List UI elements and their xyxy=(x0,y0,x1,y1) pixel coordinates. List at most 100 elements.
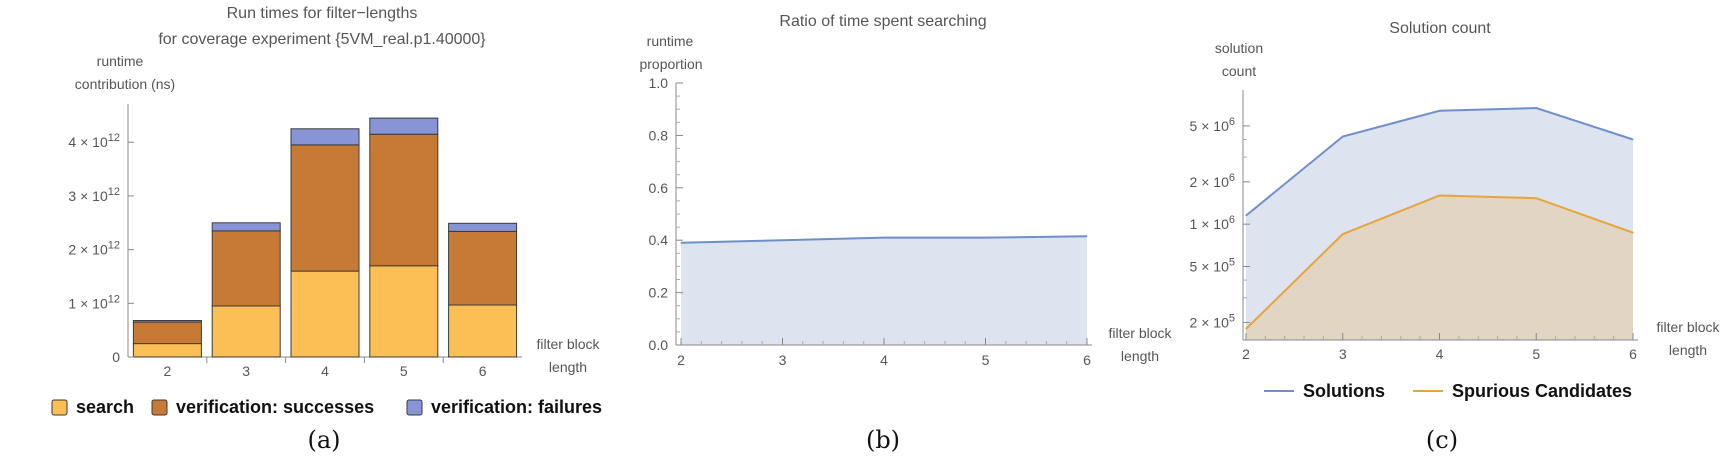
chart-c-point-0-5 xyxy=(1535,107,1537,109)
chart-c-ytick-label-4-mantissa: 5 × 10 xyxy=(1190,118,1230,134)
legend-label-search: search xyxy=(76,397,134,417)
legend-swatch-verification-successes xyxy=(151,399,168,416)
chart-c-xtick-label-3: 5 xyxy=(1532,346,1540,362)
chart-b-point-4 xyxy=(883,237,885,239)
chart-a-subtitle: for coverage experiment {5VM_real.p1.400… xyxy=(158,31,486,48)
chart-a-xlabel-line2: length xyxy=(549,359,587,375)
chart-c-point-0-2 xyxy=(1245,215,1247,217)
chart-a-ytick-label-3-mantissa: 3 × 10 xyxy=(68,188,108,204)
chart-c-ytick-label-0-mantissa: 2 × 10 xyxy=(1190,314,1230,330)
panel-a: Run times for filter−lengths for coverag… xyxy=(51,5,602,454)
chart-c-area-spurious-candidates xyxy=(1246,195,1633,340)
chart-c-ytick-label-3-exponent: 6 xyxy=(1229,172,1235,184)
chart-a-ytick-label-4-exponent: 12 xyxy=(108,132,120,144)
chart-b-ytick-label-3: 0.6 xyxy=(649,180,669,196)
chart-c-ylabel-line1: solution xyxy=(1215,40,1263,56)
legend-label-verification-successes: verification: successes xyxy=(176,397,374,417)
chart-a-ylabel-line1: runtime xyxy=(97,53,144,69)
chart-a-ytick-label-4: 4 × 1012 xyxy=(68,132,120,150)
chart-b-xlabel-line1: filter block xyxy=(1108,325,1172,341)
bar-4-series-1 xyxy=(290,144,360,272)
caption-b: (b) xyxy=(866,426,900,454)
chart-c-point-1-2 xyxy=(1245,328,1247,330)
bar-6-series-2 xyxy=(448,222,518,232)
legend-swatch-search xyxy=(51,399,68,416)
bar-2-series-0 xyxy=(132,343,202,358)
chart-c-point-0-4 xyxy=(1439,110,1440,112)
chart-c-legend: Solutions Spurious Candidates xyxy=(1264,381,1632,401)
chart-c-xlabel-line2: length xyxy=(1669,342,1707,358)
chart-c-ytick-label-3-mantissa: 2 × 10 xyxy=(1190,174,1230,190)
chart-b-ytick-label-4: 0.8 xyxy=(649,127,669,143)
chart-a-ytick-label-4-mantissa: 4 × 10 xyxy=(68,134,108,150)
legend-label-verification-failures: verification: failures xyxy=(431,397,602,417)
chart-c-point-1-3 xyxy=(1342,233,1344,235)
legend-label-spurious-candidates: Spurious Candidates xyxy=(1452,381,1632,401)
chart-b-title: Ratio of time spent searching xyxy=(779,13,986,30)
bar-5-series-2 xyxy=(369,117,439,135)
chart-c-points xyxy=(1245,107,1634,330)
chart-c-point-0-3 xyxy=(1342,136,1344,138)
chart-b-ytick-label-2: 0.4 xyxy=(649,232,669,248)
bar-6-series-1 xyxy=(448,230,518,306)
caption-a: (a) xyxy=(307,426,340,454)
bar-3-series-2 xyxy=(211,222,281,232)
chart-a-ytick-label-2-mantissa: 2 × 10 xyxy=(68,242,108,258)
chart-a-ytick-label-3: 3 × 1012 xyxy=(68,186,120,204)
chart-c-point-1-6 xyxy=(1632,232,1634,234)
chart-c-ytick-label-4: 5 × 106 xyxy=(1190,116,1235,134)
chart-c-xlabel-line1: filter block xyxy=(1656,319,1720,335)
chart-a-ytick-label-1: 1 × 1012 xyxy=(68,293,120,311)
chart-a-bars xyxy=(132,117,518,358)
chart-b-area-fill xyxy=(681,236,1087,345)
chart-a-xtick-label-1: 3 xyxy=(242,363,250,379)
chart-c-ytick-label-4-exponent: 6 xyxy=(1229,116,1235,128)
caption-c: (c) xyxy=(1426,426,1458,454)
chart-c-ytick-label-2: 1 × 106 xyxy=(1190,214,1235,232)
chart-a-x-ticks: 2 3 4 5 6 xyxy=(164,357,487,379)
chart-a-ytick-label-1-mantissa: 1 × 10 xyxy=(68,295,108,311)
chart-b-ytick-label-1: 0.2 xyxy=(649,285,669,301)
chart-b-ylabel-line1: runtime xyxy=(647,33,694,49)
chart-b-xtick-label-0: 2 xyxy=(677,352,685,368)
chart-c-ytick-label-0-exponent: 5 xyxy=(1229,312,1235,324)
chart-c-x-ticks: 2 3 4 5 6 xyxy=(1242,333,1637,362)
chart-c-xtick-label-0: 2 xyxy=(1242,346,1250,362)
chart-a-legend: search verification: successes verificat… xyxy=(51,397,602,417)
chart-b-ylabel-line2: proportion xyxy=(639,56,702,72)
chart-a-xlabel-line1: filter block xyxy=(536,336,600,352)
chart-c-point-0-6 xyxy=(1632,139,1634,141)
chart-c-ytick-label-2-exponent: 6 xyxy=(1229,214,1235,226)
chart-b-xtick-label-1: 3 xyxy=(779,352,787,368)
chart-c-ytick-label-1-mantissa: 5 × 10 xyxy=(1190,258,1230,274)
bar-6-series-0 xyxy=(448,304,518,358)
chart-c-ytick-label-2-mantissa: 1 × 10 xyxy=(1190,216,1230,232)
chart-b-xtick-label-2: 4 xyxy=(880,352,888,368)
chart-c-point-1-5 xyxy=(1535,197,1537,199)
bar-4-series-0 xyxy=(290,270,360,358)
chart-c-xtick-label-4: 6 xyxy=(1629,346,1637,362)
chart-c-ytick-label-3: 2 × 106 xyxy=(1190,172,1235,190)
chart-a-ytick-label-2-exponent: 12 xyxy=(108,240,120,252)
chart-b-point-2 xyxy=(680,242,682,244)
chart-c-ytick-label-1: 5 × 105 xyxy=(1190,256,1235,274)
chart-b-ytick-label-0: 0.0 xyxy=(649,337,669,353)
chart-b-xlabel-line2: length xyxy=(1121,348,1159,364)
chart-a-ylabel-line2: contribution (ns) xyxy=(75,76,175,92)
chart-b-point-5 xyxy=(985,237,986,239)
chart-a-xtick-label-4: 6 xyxy=(479,363,487,379)
chart-c-ylabel-line2: count xyxy=(1222,63,1256,79)
bar-3-series-0 xyxy=(211,305,281,358)
chart-a-ytick-label-0-mantissa: 0 xyxy=(112,349,120,365)
chart-b-xtick-label-3: 5 xyxy=(982,352,990,368)
chart-b-points xyxy=(680,235,1088,244)
chart-b-point-3 xyxy=(782,239,783,241)
chart-a-ytick-label-3-exponent: 12 xyxy=(108,186,120,198)
chart-a-title: Run times for filter−lengths xyxy=(227,5,418,22)
chart-c-ytick-label-0: 2 × 105 xyxy=(1190,312,1235,330)
chart-a-ytick-label-2: 2 × 1012 xyxy=(68,240,120,258)
chart-b-point-6 xyxy=(1086,235,1088,237)
bar-4-series-2 xyxy=(290,128,360,146)
